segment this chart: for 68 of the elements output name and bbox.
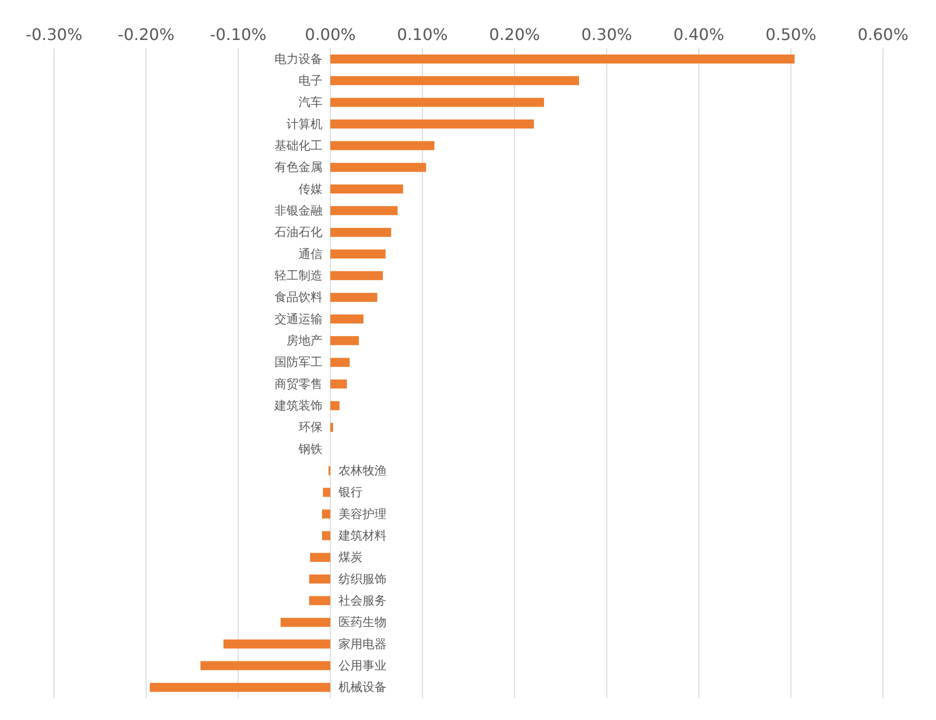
y-tick-label: 国防军工 [274,355,322,370]
bar [322,531,330,540]
y-tick-label: 环保 [298,420,322,434]
bar [322,510,330,518]
y-tick-label: 机械设备 [338,680,386,694]
x-tick-label: -0.10% [210,25,267,44]
bar [330,271,383,280]
bar [310,552,330,562]
y-tick-label: 建筑装饰 [273,398,322,412]
y-tick-label: 石油石化 [274,225,322,240]
bar [309,574,330,584]
y-tick-label: 基础化工 [274,138,322,152]
bar [330,184,404,194]
y-tick-label: 建筑材料 [337,528,386,542]
bar [309,596,330,606]
x-tick-label: 0.00% [304,25,356,44]
bar [330,314,364,324]
bar [330,98,544,107]
bar [150,682,330,692]
y-tick-label: 纺织服饰 [338,572,386,586]
y-tick-label: 电子 [298,74,322,88]
y-tick-label: 通信 [298,246,322,261]
x-tick-label: -0.30% [26,25,82,44]
bar [330,76,580,86]
y-tick-label: 医药生物 [338,615,386,630]
y-tick-label: 银行 [337,485,362,500]
bar [223,640,330,648]
bar [330,228,392,237]
bar [330,54,795,64]
y-tick-label: 电力设备 [274,52,322,66]
bar [330,380,347,388]
y-tick-label: 汽车 [298,95,322,110]
bar [322,488,330,497]
bar [330,250,386,258]
x-tick-label: 0.20% [489,25,540,44]
y-tick-label: 交通运输 [274,312,322,326]
bar [200,661,330,670]
y-tick-label: 商贸零售 [274,376,322,391]
bar [330,120,534,128]
y-tick-label: 传媒 [298,182,322,196]
y-tick-label: 非银金融 [274,204,322,218]
x-tick-label: 0.30% [581,25,632,44]
x-tick-label: 0.10% [397,25,448,44]
y-tick-label: 煤炭 [338,550,362,564]
bar [330,292,378,302]
x-tick-label: -0.20% [118,25,174,44]
y-tick-label: 美容护理 [338,506,386,521]
x-tick-label: 0.60% [858,25,908,44]
bar [330,162,426,172]
bar [330,336,359,346]
y-tick-label: 农林牧渔 [338,464,386,478]
x-tick-label: 0.40% [673,25,724,44]
y-tick-label: 钢铁 [297,442,322,456]
y-tick-label: 公用事业 [338,658,386,672]
y-tick-label: 家用电器 [338,636,386,651]
bar [330,206,398,216]
bar [280,618,330,627]
y-tick-label: 计算机 [286,116,322,131]
bar [330,401,340,410]
y-tick-label: 有色金属 [274,160,322,174]
x-tick-label: 0.50% [765,25,816,44]
y-tick-label: 食品饮料 [274,290,322,304]
y-tick-label: 房地产 [286,334,322,348]
bar [330,141,434,150]
y-tick-label: 社会服务 [338,594,386,608]
bar [330,358,350,367]
y-tick-label: 轻工制造 [274,268,322,282]
bar [330,422,334,432]
